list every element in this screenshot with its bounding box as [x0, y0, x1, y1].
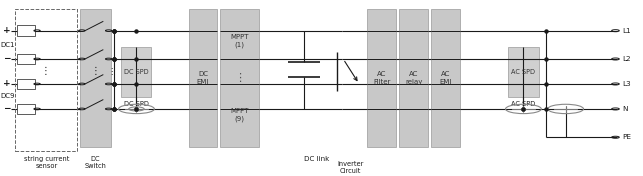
Text: AC SPD: AC SPD	[511, 69, 536, 75]
Bar	[17, 25, 35, 36]
Text: DC
Switch: DC Switch	[84, 156, 106, 169]
Bar	[122, 47, 152, 97]
Bar	[188, 9, 217, 147]
Text: ⋮: ⋮	[234, 73, 245, 83]
Text: AC SPD: AC SPD	[511, 101, 536, 107]
Text: MPPT
(1): MPPT (1)	[230, 34, 249, 49]
Text: AC
relay: AC relay	[405, 71, 422, 85]
Text: N: N	[622, 106, 628, 112]
Bar	[399, 9, 428, 147]
Bar	[508, 47, 539, 97]
Text: L2: L2	[622, 56, 631, 62]
Text: ⋮: ⋮	[91, 67, 100, 76]
Bar	[15, 9, 77, 151]
Text: DC SPD: DC SPD	[124, 101, 149, 107]
Bar	[17, 54, 35, 64]
Text: PE: PE	[622, 134, 631, 140]
Text: DC1: DC1	[0, 42, 15, 48]
Bar	[17, 103, 35, 114]
Text: +: +	[3, 26, 11, 35]
Bar	[17, 78, 35, 89]
Text: DC link: DC link	[303, 156, 329, 162]
Bar	[368, 9, 396, 147]
Text: DC
EMI: DC EMI	[197, 71, 209, 85]
Text: DC9: DC9	[0, 93, 15, 99]
Bar	[431, 9, 460, 147]
Text: L3: L3	[622, 81, 631, 87]
Text: AC
EMI: AC EMI	[440, 71, 452, 85]
Text: string current
sensor: string current sensor	[24, 156, 69, 169]
Text: AC
Filter: AC Filter	[373, 71, 390, 85]
Text: DC SPD: DC SPD	[124, 69, 149, 75]
Text: ⋮: ⋮	[107, 67, 115, 76]
Text: L1: L1	[622, 28, 631, 34]
Text: −: −	[3, 55, 11, 64]
Text: MPPT
(9): MPPT (9)	[230, 108, 249, 122]
Text: −: −	[3, 104, 11, 114]
Text: ⋮: ⋮	[41, 67, 51, 76]
Text: +: +	[134, 106, 139, 111]
Text: Inverter
Circuit: Inverter Circuit	[337, 161, 363, 174]
Bar	[80, 9, 111, 147]
Bar	[221, 9, 259, 147]
Text: +: +	[3, 79, 11, 89]
